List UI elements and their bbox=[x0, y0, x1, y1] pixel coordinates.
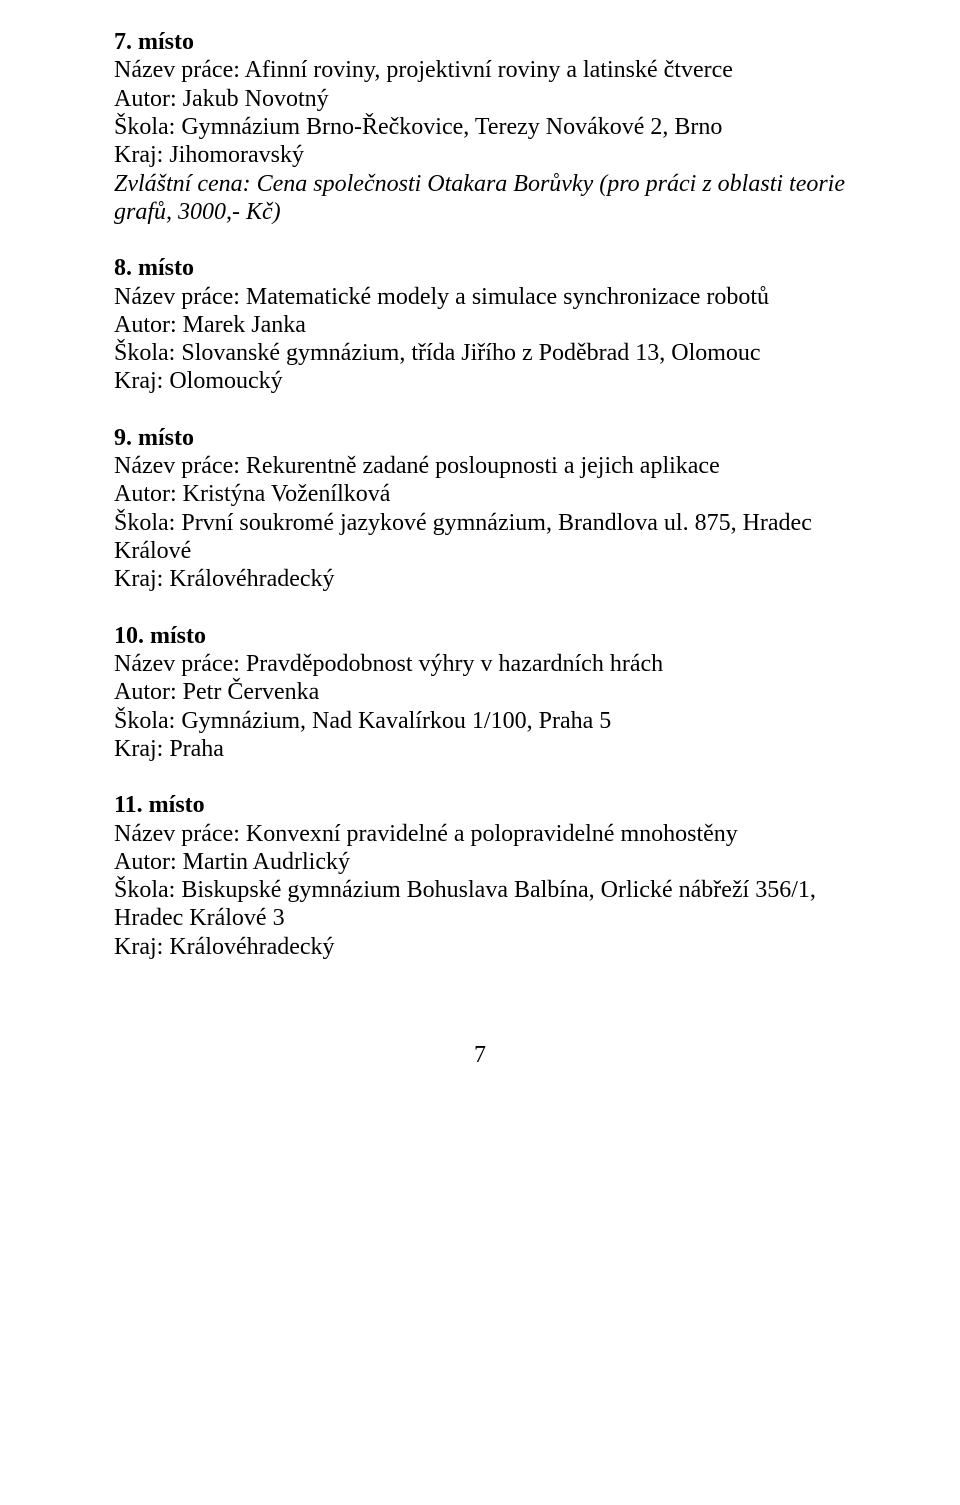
school-text: Gymnázium, Nad Kavalírkou 1/100, Praha 5 bbox=[181, 708, 611, 734]
school-label: Škola: bbox=[114, 708, 175, 734]
region-label: Kraj: bbox=[114, 368, 163, 394]
special-line: Zvláštní cena: Cena společnosti Otakara … bbox=[114, 170, 846, 227]
author-label: Autor: bbox=[114, 679, 177, 705]
region-text: Jihomoravský bbox=[169, 142, 304, 168]
author-text: Kristýna Voženílková bbox=[183, 481, 391, 507]
region-text: Praha bbox=[169, 736, 224, 762]
author-line: Autor: Jakub Novotný bbox=[114, 85, 846, 113]
school-text: Biskupské gymnázium Bohuslava Balbína, O… bbox=[114, 877, 816, 931]
author-label: Autor: bbox=[114, 481, 177, 507]
title-label: Název práce: bbox=[114, 821, 240, 847]
region-line: Kraj: Olomoucký bbox=[114, 367, 846, 395]
author-label: Autor: bbox=[114, 312, 177, 338]
school-line: Škola: První soukromé jazykové gymnázium… bbox=[114, 509, 846, 566]
region-line: Kraj: Královéhradecký bbox=[114, 565, 846, 593]
entry-11: 11. místo Název práce: Konvexní pravidel… bbox=[114, 791, 846, 961]
school-label: Škola: bbox=[114, 510, 175, 536]
author-line: Autor: Petr Červenka bbox=[114, 678, 846, 706]
special-label: Zvláštní cena: bbox=[114, 171, 251, 197]
school-label: Škola: bbox=[114, 340, 175, 366]
school-line: Škola: Gymnázium, Nad Kavalírkou 1/100, … bbox=[114, 707, 846, 735]
school-line: Škola: Biskupské gymnázium Bohuslava Bal… bbox=[114, 876, 846, 933]
region-line: Kraj: Jihomoravský bbox=[114, 141, 846, 169]
school-line: Škola: Slovanské gymnázium, třída Jiřího… bbox=[114, 339, 846, 367]
place-label: 8. místo bbox=[114, 254, 846, 282]
school-label: Škola: bbox=[114, 877, 175, 903]
title-label: Název práce: bbox=[114, 453, 240, 479]
region-text: Královéhradecký bbox=[169, 566, 334, 592]
page-number: 7 bbox=[114, 1041, 846, 1069]
place-label: 10. místo bbox=[114, 622, 846, 650]
title-text: Afinní roviny, projektivní roviny a lati… bbox=[245, 57, 733, 83]
title-label: Název práce: bbox=[114, 284, 240, 310]
school-text: Slovanské gymnázium, třída Jiřího z Podě… bbox=[181, 340, 760, 366]
author-line: Autor: Marek Janka bbox=[114, 311, 846, 339]
school-text: První soukromé jazykové gymnázium, Brand… bbox=[114, 510, 812, 564]
author-text: Marek Janka bbox=[183, 312, 306, 338]
region-line: Kraj: Královéhradecký bbox=[114, 933, 846, 961]
title-line: Název práce: Afinní roviny, projektivní … bbox=[114, 56, 846, 84]
author-label: Autor: bbox=[114, 849, 177, 875]
region-label: Kraj: bbox=[114, 934, 163, 960]
school-text: Gymnázium Brno-Řečkovice, Terezy Novákov… bbox=[181, 114, 722, 140]
school-label: Škola: bbox=[114, 114, 175, 140]
region-label: Kraj: bbox=[114, 142, 163, 168]
region-text: Olomoucký bbox=[169, 368, 282, 394]
title-text: Pravděpodobnost výhry v hazardních hrách bbox=[246, 651, 663, 677]
entry-8: 8. místo Název práce: Matematické modely… bbox=[114, 254, 846, 396]
title-label: Název práce: bbox=[114, 57, 240, 83]
region-text: Královéhradecký bbox=[169, 934, 334, 960]
title-line: Název práce: Rekurentně zadané posloupno… bbox=[114, 452, 846, 480]
region-label: Kraj: bbox=[114, 736, 163, 762]
author-text: Jakub Novotný bbox=[183, 86, 329, 112]
place-label: 11. místo bbox=[114, 791, 846, 819]
place-label: 9. místo bbox=[114, 424, 846, 452]
title-line: Název práce: Matematické modely a simula… bbox=[114, 283, 846, 311]
entry-9: 9. místo Název práce: Rekurentně zadané … bbox=[114, 424, 846, 594]
title-line: Název práce: Konvexní pravidelné a polop… bbox=[114, 820, 846, 848]
entry-10: 10. místo Název práce: Pravděpodobnost v… bbox=[114, 622, 846, 764]
author-label: Autor: bbox=[114, 86, 177, 112]
title-text: Rekurentně zadané posloupnosti a jejich … bbox=[246, 453, 720, 479]
entry-7: 7. místo Název práce: Afinní roviny, pro… bbox=[114, 28, 846, 226]
author-line: Autor: Martin Audrlický bbox=[114, 848, 846, 876]
author-line: Autor: Kristýna Voženílková bbox=[114, 480, 846, 508]
author-text: Petr Červenka bbox=[183, 679, 320, 705]
region-line: Kraj: Praha bbox=[114, 735, 846, 763]
author-text: Martin Audrlický bbox=[183, 849, 350, 875]
place-label: 7. místo bbox=[114, 28, 846, 56]
title-text: Matematické modely a simulace synchroniz… bbox=[246, 284, 769, 310]
title-text: Konvexní pravidelné a polopravidelné mno… bbox=[246, 821, 738, 847]
title-label: Název práce: bbox=[114, 651, 240, 677]
title-line: Název práce: Pravděpodobnost výhry v haz… bbox=[114, 650, 846, 678]
region-label: Kraj: bbox=[114, 566, 163, 592]
school-line: Škola: Gymnázium Brno-Řečkovice, Terezy … bbox=[114, 113, 846, 141]
